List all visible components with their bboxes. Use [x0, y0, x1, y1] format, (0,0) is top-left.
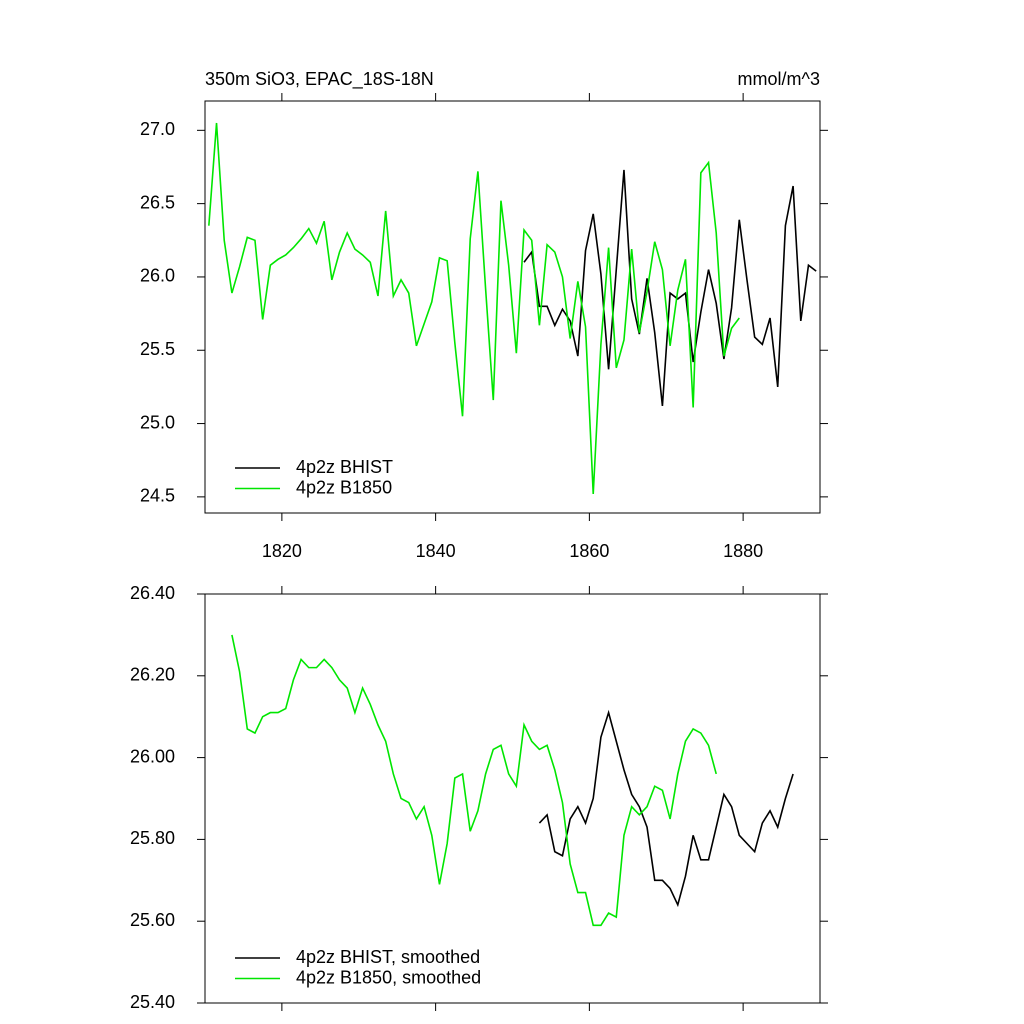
data-line: [208, 122, 740, 494]
y-tick-label: 25.60: [130, 910, 175, 930]
y-tick-label: 26.40: [130, 583, 175, 603]
chart-title: 350m SiO3, EPAC_18S-18N: [205, 69, 434, 90]
y-tick-label: 25.0: [140, 412, 175, 432]
data-line: [538, 709, 794, 908]
y-tick-label: 26.00: [130, 746, 175, 766]
plot-frame: [204, 593, 821, 1004]
y-tick-label: 26.5: [140, 192, 175, 212]
x-tick-label: 1840: [416, 541, 456, 561]
data-line: [523, 169, 817, 407]
legend-label: 4p2z B1850: [296, 477, 392, 497]
legend-label: 4p2z BHIST: [296, 457, 393, 477]
data-line: [231, 634, 717, 927]
units-label: mmol/m^3: [738, 69, 820, 89]
y-tick-label: 25.80: [130, 828, 175, 848]
x-tick-label: 1860: [569, 541, 609, 561]
y-tick-label: 25.5: [140, 339, 175, 359]
y-tick-label: 26.20: [130, 665, 175, 685]
legend-label: 4p2z B1850, smoothed: [296, 967, 481, 987]
y-tick-label: 25.40: [130, 992, 175, 1012]
legend-label: 4p2z BHIST, smoothed: [296, 947, 480, 967]
x-tick-label: 1820: [262, 541, 302, 561]
x-tick-label: 1880: [723, 541, 763, 561]
y-tick-label: 27.0: [140, 119, 175, 139]
y-tick-label: 26.0: [140, 266, 175, 286]
y-tick-label: 24.5: [140, 486, 175, 506]
plot-frame: [204, 100, 821, 514]
